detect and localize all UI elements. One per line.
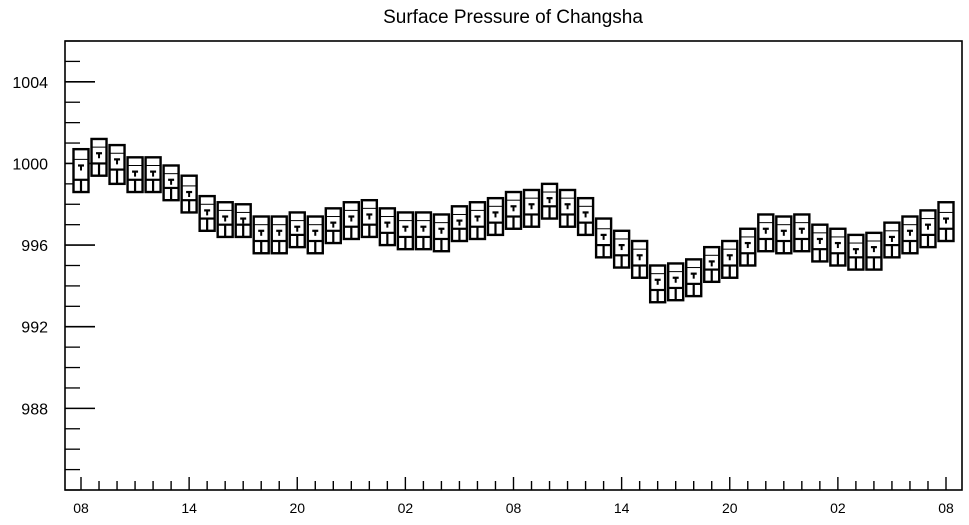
box-mark (216, 201, 234, 239)
box-mark (342, 201, 361, 241)
x-tick-label: 08 (73, 500, 89, 516)
y-axis: 988 992 996 1000 1004 (12, 40, 95, 491)
x-tick-label: 02 (830, 500, 846, 516)
box-mark (703, 245, 721, 284)
box-mark (504, 190, 523, 230)
box-outline (72, 147, 90, 194)
box-mark (558, 188, 577, 228)
box-mark (180, 174, 198, 214)
box-mark (576, 196, 595, 237)
x-tick-label: 14 (181, 500, 197, 516)
box-mark (72, 147, 90, 194)
x-tick-label: 20 (722, 500, 738, 516)
box-mark (432, 213, 451, 253)
y-tick-label: 996 (21, 238, 48, 255)
x-tick-label: 14 (614, 500, 630, 516)
box-mark (90, 137, 108, 177)
box-mark (360, 198, 379, 239)
box-mark (721, 239, 739, 279)
box-mark (324, 207, 342, 245)
box-mark (486, 196, 505, 237)
box-mark (288, 211, 306, 249)
box-mark (811, 223, 829, 263)
box-mark (685, 258, 703, 298)
x-axis: 08 14 20 02 08 14 20 02 08 (73, 477, 954, 516)
box-mark (270, 215, 288, 255)
y-tick-label: 1004 (12, 75, 48, 92)
box-mark (468, 201, 487, 241)
box-mark (414, 211, 433, 251)
x-tick-label: 08 (506, 500, 522, 516)
y-tick-label: 992 (21, 320, 48, 337)
x-tick-label: 20 (289, 500, 305, 516)
box-mark (450, 205, 469, 243)
box-mark (865, 231, 883, 271)
box-mark (757, 213, 775, 253)
box-mark (594, 217, 613, 259)
chart-title: Surface Pressure of Changsha (383, 7, 643, 28)
box-mark (144, 156, 162, 194)
box-mark (648, 264, 667, 304)
box-mark (522, 188, 541, 228)
box-mark (666, 262, 685, 302)
box-mark (630, 239, 649, 279)
box-mark (612, 229, 631, 269)
box-mark (126, 156, 144, 194)
box-series (72, 137, 955, 304)
box-mark (378, 207, 397, 247)
box-mark (919, 209, 937, 249)
box-mark (775, 215, 793, 255)
box-mark (396, 211, 415, 251)
box-mark (198, 194, 216, 233)
y-tick-label: 1000 (12, 156, 48, 173)
box-mark (252, 215, 270, 255)
box-mark (847, 233, 865, 271)
box-mark (793, 213, 811, 253)
box-mark (937, 201, 955, 243)
box-mark (108, 143, 126, 186)
box-mark (540, 182, 559, 220)
box-mark (306, 215, 324, 255)
box-mark (739, 227, 757, 267)
plot-frame (64, 40, 963, 491)
y-tick-label: 988 (21, 401, 48, 418)
box-mark (829, 227, 847, 267)
x-tick-label: 08 (938, 500, 954, 516)
x-tick-label: 02 (398, 500, 414, 516)
box-mark (901, 215, 919, 255)
box-mark (234, 203, 252, 239)
box-mark (883, 221, 901, 259)
box-mark (162, 164, 180, 202)
